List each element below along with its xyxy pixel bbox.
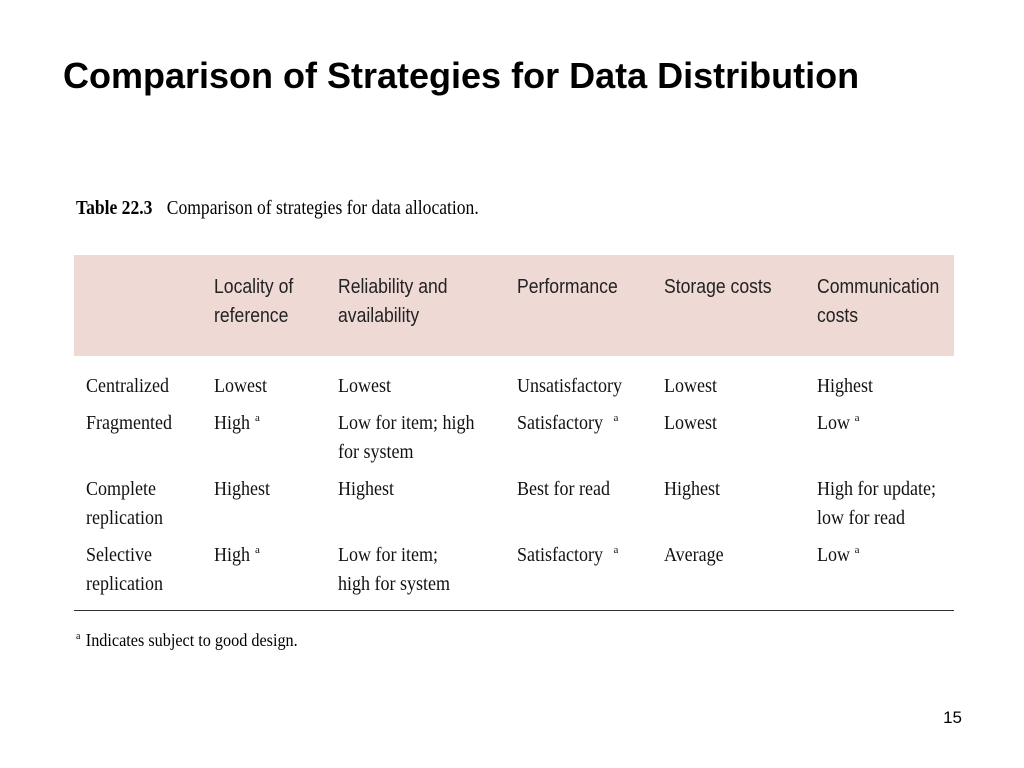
row-label: Centralized [86, 375, 169, 397]
footnote-text: Indicates subject to good design. [85, 630, 298, 650]
cell-locality: Lowest [214, 375, 268, 397]
cell-communication: Low a [817, 544, 860, 566]
cell-storage: Average [664, 544, 724, 566]
cell-communication: High for update; low for read [817, 478, 936, 529]
table-row-centralized: Centralized Lowest Lowest Unsatisfactory… [74, 356, 954, 401]
table-header-row: Locality of reference Reliability and av… [74, 255, 954, 356]
cell-storage: Lowest [664, 375, 718, 397]
table-caption-label: Table 22.3 [76, 198, 153, 219]
footnote-marker: a [255, 412, 260, 425]
row-label: Complete replication [86, 478, 163, 529]
table-row-fragmented: Fragmented High a Low for item; high for … [74, 401, 954, 467]
cell-reliability: Low for item; high for system [338, 412, 475, 463]
cell-performance: Unsatisfactory [517, 375, 622, 397]
comparison-table-container: Locality of reference Reliability and av… [74, 255, 954, 611]
table-header: Locality of reference Reliability and av… [74, 255, 954, 356]
cell-performance: Best for read [517, 478, 610, 500]
header-communication-costs-label: Communication costs [817, 276, 940, 327]
comparison-table: Locality of reference Reliability and av… [74, 255, 954, 611]
footnote-marker: a [613, 412, 619, 425]
header-strategy [74, 255, 202, 356]
table-bottom-rule [74, 610, 954, 611]
cell-communication: Highest [817, 375, 873, 397]
header-storage-costs: Storage costs [652, 255, 805, 356]
header-communication-costs: Communication costs [805, 255, 954, 356]
row-label: Fragmented [86, 412, 172, 434]
header-locality-label: Locality of reference [214, 276, 294, 327]
cell-locality: Highest [214, 478, 270, 500]
cell-storage: Lowest [664, 412, 718, 434]
cell-storage: Highest [664, 478, 720, 500]
header-locality: Locality of reference [202, 255, 326, 356]
slide-title: Comparison of Strategies for Data Distri… [63, 55, 860, 96]
row-label: Selective replication [86, 544, 163, 595]
footnote-marker: a [854, 544, 860, 557]
cell-reliability: Low for item; high for system [338, 544, 450, 595]
table-body: Centralized Lowest Lowest Unsatisfactory… [74, 356, 954, 611]
cell-performance: Satisfactory a [517, 412, 619, 434]
cell-reliability: Lowest [338, 375, 392, 397]
footnote-marker: a [854, 412, 860, 425]
header-performance-label: Performance [517, 276, 618, 298]
table-row-complete-replication: Complete replication Highest Highest Bes… [74, 467, 954, 533]
footnote-marker: a [76, 630, 81, 642]
header-reliability-label: Reliability and availability [338, 276, 448, 327]
cell-performance: Satisfactory a [517, 544, 619, 566]
table-footnote: a Indicates subject to good design. [76, 630, 298, 651]
cell-locality: High a [214, 412, 260, 434]
cell-reliability: Highest [338, 478, 394, 500]
header-reliability: Reliability and availability [326, 255, 505, 356]
cell-locality: High a [214, 544, 260, 566]
header-storage-costs-label: Storage costs [664, 276, 772, 298]
cell-communication: Low a [817, 412, 860, 434]
footnote-marker: a [613, 544, 619, 557]
table-row-selective-replication: Selective replication High a Low for item… [74, 533, 954, 611]
header-performance: Performance [505, 255, 652, 356]
table-caption: Table 22.3 Comparison of strategies for d… [76, 198, 479, 220]
page-number: 15 [943, 708, 962, 727]
footnote-marker: a [255, 544, 260, 557]
table-caption-text: Comparison of strategies for data alloca… [166, 198, 479, 219]
